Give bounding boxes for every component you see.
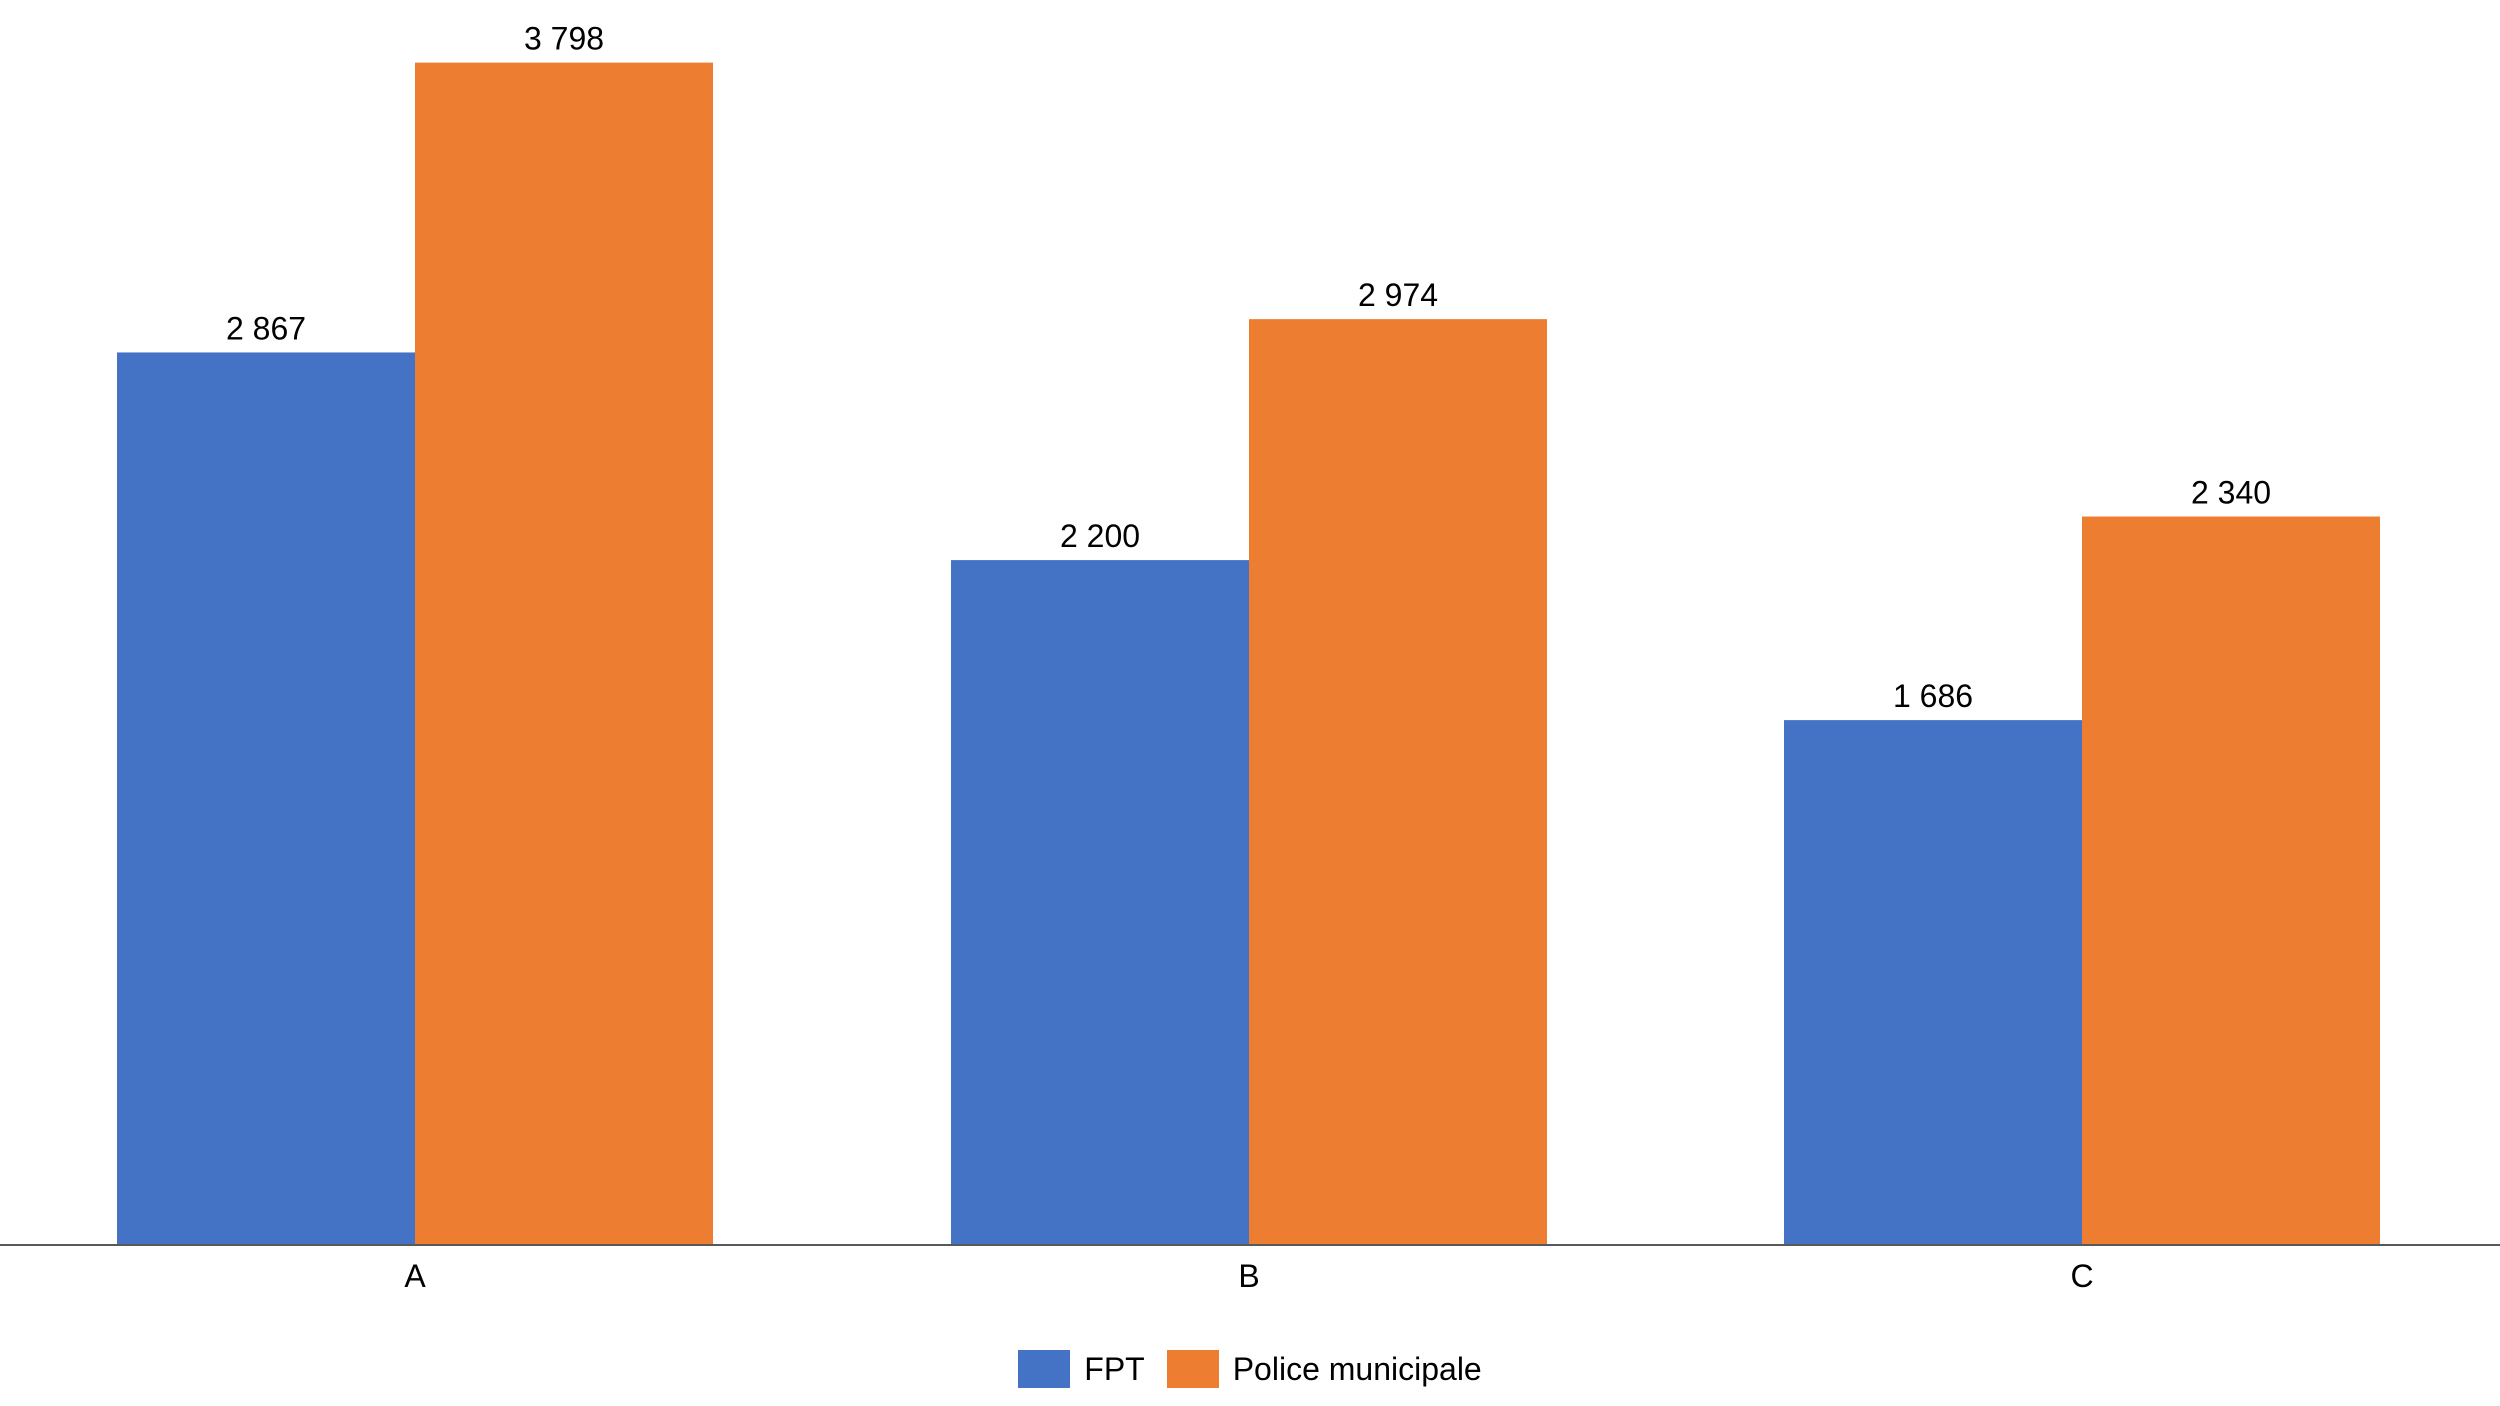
data-label-fpt-a: 2 867 [226,310,306,346]
legend-swatch-police-municipale [1166,1350,1219,1388]
data-labels-layer: 2 867 3 798 2 200 2 974 1 686 2 340 [226,21,2271,714]
data-label-fpt-c: 1 686 [1893,678,1973,714]
legend-item-police-municipale: Police municipale [1166,1350,1482,1388]
x-tick-label-c: C [2070,1258,2093,1294]
data-label-police-municipale-b: 2 974 [1358,277,1438,313]
bar-fpt-c [1784,720,2082,1245]
bar-police-municipale-c [2082,516,2380,1245]
bar-fpt-a [117,352,415,1245]
bar-police-municipale-b [1249,319,1547,1245]
bar-police-municipale-a [415,62,713,1245]
legend-label-police-municipale: Police municipale [1232,1350,1482,1387]
legend-swatch-fpt [1018,1350,1071,1388]
x-tick-label-b: B [1238,1258,1259,1294]
x-tick-labels: A B C [404,1258,2093,1294]
bar-fpt-b [951,560,1249,1245]
x-tick-label-a: A [404,1258,426,1294]
data-label-police-municipale-a: 3 798 [524,21,604,57]
data-label-fpt-b: 2 200 [1060,518,1140,554]
legend: FPT Police municipale [0,1350,2500,1388]
data-label-police-municipale-c: 2 340 [2191,475,2271,511]
bars-layer [117,62,2380,1245]
legend-item-fpt: FPT [1018,1350,1145,1388]
legend-label-fpt: FPT [1084,1350,1145,1387]
